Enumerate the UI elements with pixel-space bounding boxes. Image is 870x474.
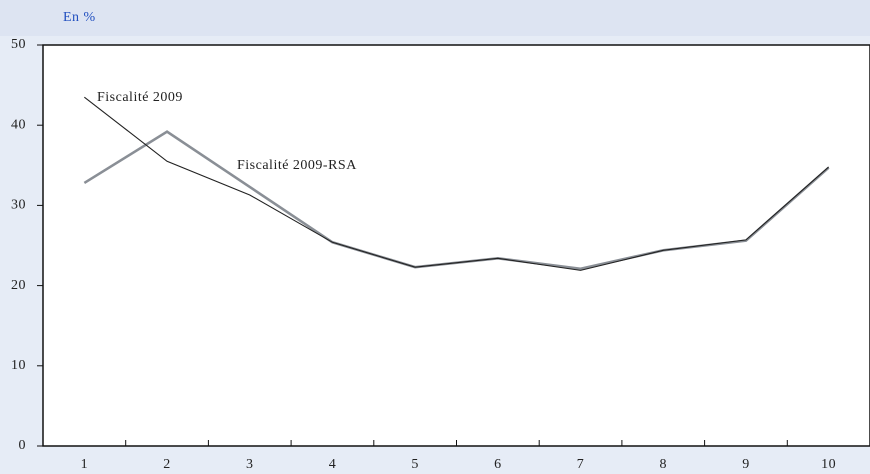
plot-area — [42, 44, 870, 447]
x-tick-label: 7 — [577, 457, 585, 472]
x-tick-label: 1 — [81, 457, 89, 472]
y-tick-label: 20 — [11, 278, 26, 293]
y-tick-label: 40 — [11, 117, 26, 132]
unit-label: En % — [63, 10, 96, 25]
y-tick-label: 50 — [11, 37, 26, 52]
x-tick-label: 6 — [494, 457, 502, 472]
series-label: Fiscalité 2009 — [97, 90, 183, 105]
x-tick-label: 8 — [660, 457, 668, 472]
y-tick-label: 0 — [19, 438, 27, 453]
x-tick-label: 2 — [163, 457, 171, 472]
x-tick-label: 5 — [411, 457, 419, 472]
x-tick-label: 4 — [329, 457, 337, 472]
x-tick-label: 10 — [821, 457, 836, 472]
series-line — [84, 96, 830, 271]
header-band — [0, 0, 870, 36]
y-tick-label: 10 — [11, 358, 26, 373]
x-tick-label: 3 — [246, 457, 254, 472]
x-tick-label: 9 — [742, 457, 750, 472]
series-label: Fiscalité 2009-RSA — [237, 158, 357, 173]
y-tick-label: 30 — [11, 198, 26, 213]
